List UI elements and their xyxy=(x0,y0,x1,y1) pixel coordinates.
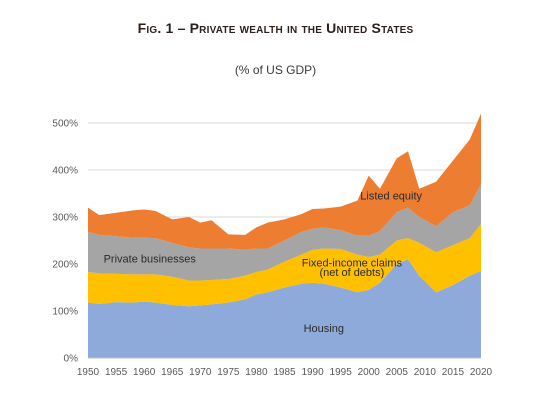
y-tick-label: 500% xyxy=(52,119,78,130)
x-tick-label: 2005 xyxy=(386,367,409,378)
annotation-layer: Listed equity Private businesses Fixed-inc… xyxy=(104,191,423,336)
chart-title: Fig. 1 – Private wealth in the United St… xyxy=(137,20,414,36)
series-annotation: Fixed-income claims xyxy=(302,257,403,269)
x-tick-label: 1980 xyxy=(245,367,268,378)
x-tick-label: 2015 xyxy=(442,367,465,378)
y-tick-label: 0% xyxy=(64,354,79,365)
y-tick-label: 100% xyxy=(52,307,78,318)
chart-subtitle: (% of US GDP) xyxy=(234,63,317,77)
y-tick-label: 200% xyxy=(52,260,78,271)
x-tick-label: 1955 xyxy=(105,367,128,378)
x-tick-label: 1960 xyxy=(133,367,156,378)
x-tick-label: 2010 xyxy=(414,367,437,378)
series-annotation: Listed equity xyxy=(360,191,422,203)
x-tick-label: 1975 xyxy=(217,367,240,378)
x-tick-label: 1965 xyxy=(161,367,184,378)
x-tick-label: 1990 xyxy=(301,367,324,378)
x-tick-label: 1985 xyxy=(273,367,296,378)
axis-layer: 0% 100% 200% 300% 400% 500% 1950 1955 1960 1965 19… xyxy=(52,119,492,379)
series-annotation: Housing xyxy=(304,323,344,335)
y-tick-label: 300% xyxy=(52,213,78,224)
x-tick-label: 1995 xyxy=(330,367,353,378)
area-housing xyxy=(88,259,481,358)
series-annotation: Private businesses xyxy=(104,254,197,266)
area-listed-equity xyxy=(88,113,481,250)
x-tick-label: 1970 xyxy=(189,367,212,378)
x-tick-label: 1950 xyxy=(77,367,100,378)
series-annotation: (net of debts) xyxy=(319,267,384,279)
area-private-businesses xyxy=(88,184,481,281)
x-tick-label: 2000 xyxy=(358,367,381,378)
y-tick-label: 400% xyxy=(52,166,78,177)
area-fixed-income-claims-net-of-debts xyxy=(88,224,481,307)
area-layer xyxy=(88,113,481,358)
x-tick-label: 2020 xyxy=(470,367,493,378)
